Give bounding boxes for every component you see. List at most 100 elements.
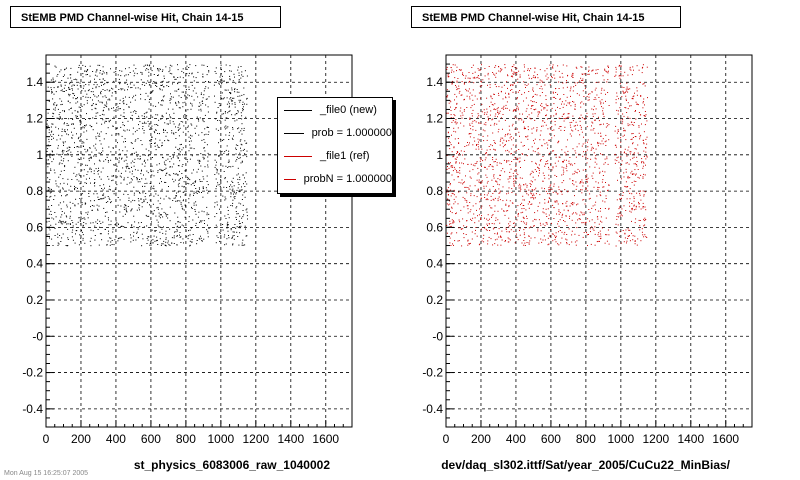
data-point [571,230,573,232]
data-point [134,110,136,112]
data-point [165,230,167,232]
data-point [478,69,480,71]
data-point [173,76,175,78]
data-point [68,154,70,156]
data-point [222,195,224,197]
data-point [600,92,602,94]
data-point [592,115,594,117]
data-point [160,197,162,199]
data-point [100,93,102,95]
data-point [449,223,450,225]
data-point [547,244,549,246]
data-point [168,186,169,187]
data-point [553,115,555,117]
data-point [487,192,489,194]
data-point [224,112,226,114]
data-point [447,112,449,114]
data-point [557,106,558,108]
data-point [512,73,514,75]
data-point [485,152,487,153]
data-point [193,193,195,194]
data-point [641,158,643,160]
data-point [518,70,520,72]
data-point [132,147,134,149]
data-point [80,213,82,215]
data-point [541,88,543,90]
legend-line-red [284,155,312,157]
data-point [458,176,459,178]
data-point [459,221,461,223]
data-point [590,243,592,245]
data-point [639,225,641,227]
data-point [484,217,485,219]
data-point [173,243,175,244]
data-point [574,150,576,152]
data-point [642,206,644,207]
data-point [239,223,241,224]
data-point [230,97,232,99]
data-point [452,120,454,122]
data-point [93,200,95,202]
data-point [102,70,104,72]
data-point [552,150,553,152]
data-point [456,212,457,214]
data-point [590,158,592,160]
data-point [83,127,85,129]
data-point [133,162,135,163]
data-point [455,162,457,164]
data-point [469,77,471,79]
data-point [589,211,591,213]
data-point [226,97,228,99]
data-point [220,237,222,239]
data-point [463,150,465,152]
data-point [446,66,448,68]
data-point [166,85,168,87]
data-point [143,130,145,131]
data-point [643,236,645,238]
data-point [131,179,133,181]
data-point [81,169,83,171]
data-point [224,178,226,180]
data-point [88,193,90,194]
data-point [568,162,570,164]
data-point [570,86,572,88]
data-point [519,157,521,159]
data-point [202,186,204,188]
data-point [59,116,61,118]
data-point [463,110,465,112]
data-point [469,98,471,100]
data-point [120,205,122,207]
data-point [53,137,54,139]
data-point [525,191,527,193]
data-point [95,138,97,140]
data-point [67,178,69,180]
data-point [509,239,511,241]
data-point [544,107,546,109]
data-point [82,239,84,241]
data-point [233,231,235,233]
data-point [646,66,648,68]
data-point [584,223,586,225]
data-point [72,89,73,91]
data-point [195,181,196,183]
data-point [200,104,202,106]
data-point [592,69,594,71]
data-point [464,198,466,199]
data-point [207,156,209,158]
data-point [510,85,511,87]
data-point [175,231,177,233]
data-point [615,68,617,70]
data-point [508,92,510,94]
data-point [214,216,216,218]
data-point [456,89,458,91]
data-point [115,177,117,179]
data-point [497,116,498,118]
data-point [594,222,596,224]
data-point [173,181,175,183]
data-point [505,210,507,212]
data-point [225,89,227,91]
data-point [478,179,480,181]
data-point [593,109,594,111]
data-point [229,92,230,94]
data-point [453,220,454,222]
